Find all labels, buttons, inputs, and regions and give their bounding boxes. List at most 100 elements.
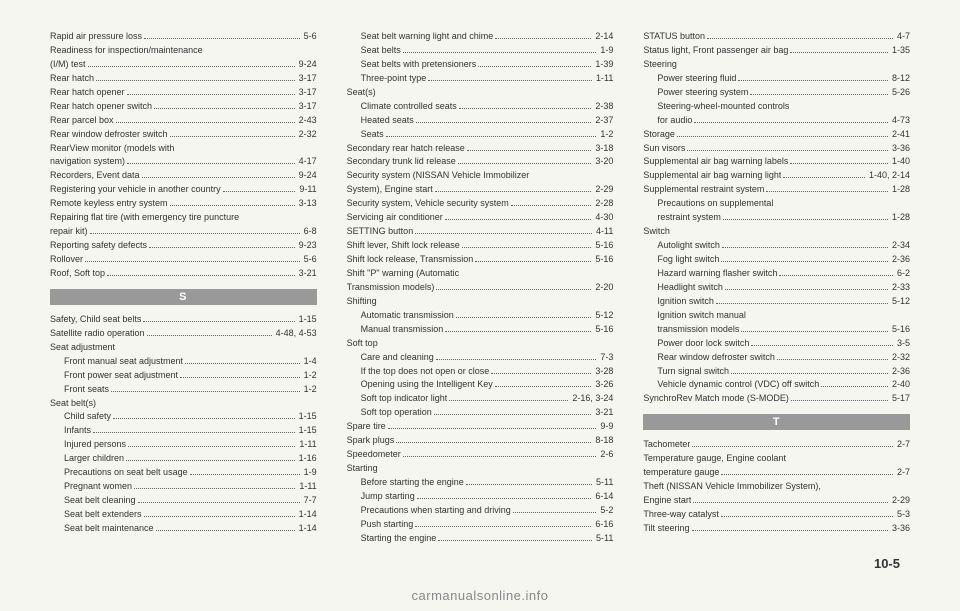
index-entry: Child safety1-15 xyxy=(50,410,317,424)
index-entry: Servicing air conditioner4-30 xyxy=(347,211,614,225)
index-label: Satellite radio operation xyxy=(50,327,145,341)
leader-dots xyxy=(692,530,888,531)
leader-dots xyxy=(170,205,295,206)
index-label: restraint system xyxy=(643,211,721,225)
index-line: Starting xyxy=(347,462,614,476)
index-entry: SETTING button4-11 xyxy=(347,225,614,239)
index-label: Temperature gauge, Engine coolant xyxy=(643,452,786,466)
page-ref: 6-2 xyxy=(895,267,910,281)
leader-dots xyxy=(495,386,592,387)
page-ref: 3-20 xyxy=(593,155,613,169)
index-label: Rear parcel box xyxy=(50,114,114,128)
page-ref: 1-14 xyxy=(297,508,317,522)
index-label: Headlight switch xyxy=(643,281,723,295)
index-entry: Seat belt maintenance1-14 xyxy=(50,522,317,536)
leader-dots xyxy=(511,205,592,206)
index-entry: Tachometer2-7 xyxy=(643,438,910,452)
index-entry: Spare tire9-9 xyxy=(347,420,614,434)
index-label: Opening using the Intelligent Key xyxy=(347,378,493,392)
page-ref: 1-11 xyxy=(297,480,316,494)
leader-dots xyxy=(435,191,592,192)
index-column-1: Rapid air pressure loss5-6Readiness for … xyxy=(50,30,317,560)
page-ref: 2-40 xyxy=(890,378,910,392)
index-entry: Safety, Child seat belts1-15 xyxy=(50,313,317,327)
leader-dots xyxy=(790,163,888,164)
index-entry: Headlight switch2-33 xyxy=(643,281,910,295)
index-entry: Rear parcel box2-43 xyxy=(50,114,317,128)
page-ref: 3-17 xyxy=(297,86,317,100)
page-ref: 2-29 xyxy=(890,494,910,508)
leader-dots xyxy=(434,414,592,415)
leader-dots xyxy=(459,108,592,109)
leader-dots xyxy=(513,512,597,513)
index-entry: restraint system1-28 xyxy=(643,211,910,225)
index-label: Seat belts xyxy=(347,44,401,58)
page-ref: 4-7 xyxy=(895,30,910,44)
page-ref: 9-24 xyxy=(297,169,317,183)
index-label: Autolight switch xyxy=(643,239,720,253)
index-entry: Jump starting6-14 xyxy=(347,490,614,504)
leader-dots xyxy=(403,52,597,53)
page-ref: 1-40 xyxy=(890,155,910,169)
leader-dots xyxy=(396,442,591,443)
leader-dots xyxy=(126,460,295,461)
leader-dots xyxy=(127,94,295,95)
index-label: Soft top xyxy=(347,337,378,351)
page-ref: 5-11 xyxy=(594,532,613,546)
index-entry: Seat belt cleaning7-7 xyxy=(50,494,317,508)
index-entry: Registering your vehicle in another coun… xyxy=(50,183,317,197)
index-label: Rear window defroster switch xyxy=(643,351,775,365)
section-header: S xyxy=(50,289,317,305)
index-label: Reporting safety defects xyxy=(50,239,147,253)
leader-dots xyxy=(721,474,893,475)
page-ref: 6-8 xyxy=(302,225,317,239)
index-line: Theft (NISSAN Vehicle Immobilizer System… xyxy=(643,480,910,494)
index-label: If the top does not open or close xyxy=(347,365,490,379)
index-label: Ignition switch manual xyxy=(643,309,746,323)
index-label: Seat belt(s) xyxy=(50,397,96,411)
page-ref: 2-14 xyxy=(593,30,613,44)
index-entry: Precautions when starting and driving5-2 xyxy=(347,504,614,518)
leader-dots xyxy=(790,52,888,53)
index-label: Front power seat adjustment xyxy=(50,369,178,383)
leader-dots xyxy=(134,488,295,489)
page-ref: 8-12 xyxy=(890,72,910,86)
index-label: SETTING button xyxy=(347,225,414,239)
index-label: Recorders, Event data xyxy=(50,169,140,183)
leader-dots xyxy=(88,66,295,67)
leader-dots xyxy=(436,359,597,360)
page-ref: 1-2 xyxy=(302,369,317,383)
page-ref: 2-36 xyxy=(890,365,910,379)
leader-dots xyxy=(821,386,888,387)
index-entry: Injured persons1-11 xyxy=(50,438,317,452)
index-label: Servicing air conditioner xyxy=(347,211,443,225)
leader-dots xyxy=(107,275,295,276)
index-line: Seat(s) xyxy=(347,86,614,100)
leader-dots xyxy=(185,363,300,364)
page-ref: 3-36 xyxy=(890,522,910,536)
index-label: Automatic transmission xyxy=(347,309,454,323)
index-label: Front manual seat adjustment xyxy=(50,355,183,369)
leader-dots xyxy=(731,373,888,374)
index-entry: Shift lock release, Transmission5-16 xyxy=(347,253,614,267)
index-label: navigation system) xyxy=(50,155,125,169)
leader-dots xyxy=(386,136,597,137)
page-ref: 5-16 xyxy=(890,323,910,337)
index-label: Seat belt cleaning xyxy=(50,494,136,508)
index-label: Shifting xyxy=(347,295,377,309)
index-entry: navigation system)4-17 xyxy=(50,155,317,169)
page-ref: 5-16 xyxy=(593,323,613,337)
index-label: Soft top operation xyxy=(347,406,432,420)
leader-dots xyxy=(93,432,295,433)
page-ref: 1-35 xyxy=(890,44,910,58)
index-entry: Seat belt extenders1-14 xyxy=(50,508,317,522)
index-label: Larger children xyxy=(50,452,124,466)
index-entry: Rear window defroster switch 2-32 xyxy=(643,351,910,365)
index-entry: Rear hatch opener 3-17 xyxy=(50,86,317,100)
page-ref: 8-18 xyxy=(593,434,613,448)
page-ref: 5-16 xyxy=(593,253,613,267)
page-ref: 2-32 xyxy=(890,351,910,365)
page-ref: 1-15 xyxy=(297,313,317,327)
leader-dots xyxy=(415,233,592,234)
index-label: Rear hatch opener xyxy=(50,86,125,100)
